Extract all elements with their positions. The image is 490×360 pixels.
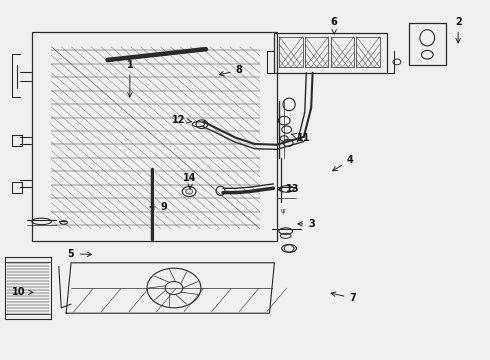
Bar [5, 314, 51, 319]
Bar [331, 37, 354, 67]
Text: 13: 13 [278, 184, 300, 194]
Bar [12, 182, 22, 193]
Text: 9: 9 [150, 202, 168, 212]
Bar [279, 37, 303, 67]
Text: 1: 1 [126, 60, 133, 97]
Text: 2: 2 [455, 17, 462, 43]
Bar [5, 257, 51, 262]
Text: 6: 6 [331, 17, 338, 34]
Text: 5: 5 [68, 249, 92, 259]
Text: ψ: ψ [280, 208, 285, 213]
Bar [12, 135, 22, 146]
Bar [274, 33, 387, 73]
Text: 14: 14 [183, 173, 197, 189]
Text: 10: 10 [12, 287, 33, 297]
Bar [5, 257, 51, 319]
Text: 4: 4 [333, 155, 354, 171]
Bar [305, 37, 328, 67]
Text: 12: 12 [172, 114, 192, 125]
Text: 3: 3 [298, 219, 315, 229]
Text: 8: 8 [220, 65, 243, 76]
Bar [357, 37, 380, 67]
Text: 7: 7 [331, 292, 356, 303]
Bar [409, 23, 446, 65]
Text: 11: 11 [292, 133, 311, 143]
Bar [32, 32, 277, 241]
